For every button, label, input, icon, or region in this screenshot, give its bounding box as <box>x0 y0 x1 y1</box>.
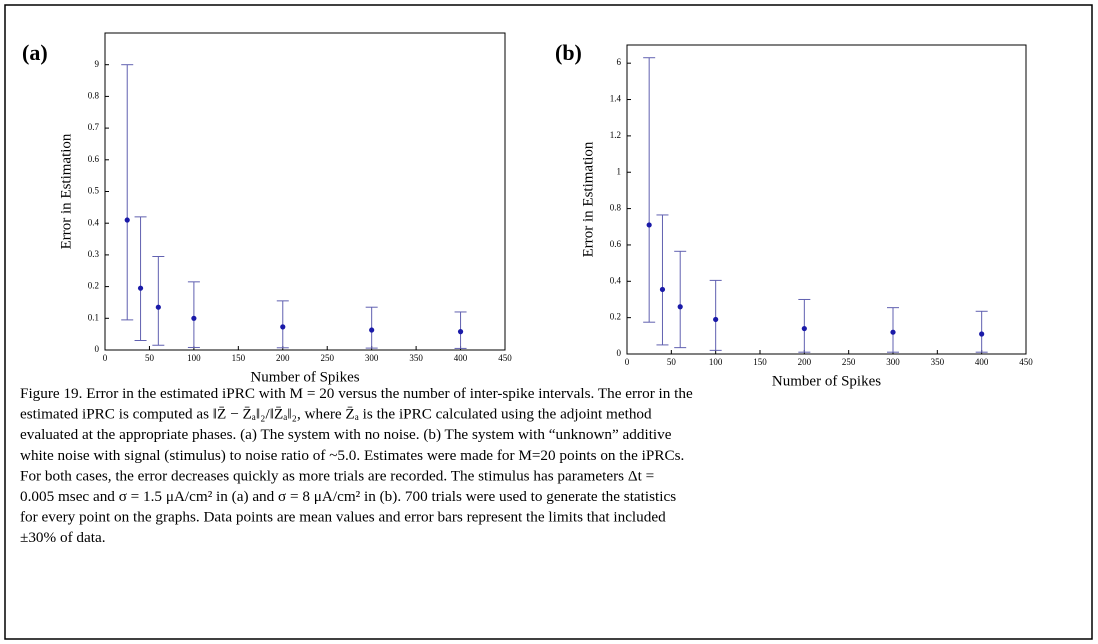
y-tick-label: 0 <box>617 348 622 358</box>
x-tick-label: 50 <box>667 357 677 367</box>
x-tick-label: 400 <box>975 357 989 367</box>
caption-line: evaluated at the appropriate phases. (a)… <box>20 426 672 443</box>
x-tick-label: 200 <box>276 353 290 363</box>
x-tick-label: 300 <box>886 357 900 367</box>
figure-border <box>4 4 1093 640</box>
y-tick-label: 0.7 <box>88 122 100 132</box>
plot-frame <box>626 44 1027 355</box>
x-tick-label: 350 <box>931 357 945 367</box>
y-tick-label: 0.6 <box>88 154 100 164</box>
x-tick-label: 0 <box>625 357 630 367</box>
y-tick-label: 0.8 <box>610 203 622 213</box>
data-point <box>979 331 985 337</box>
y-tick-label: 0.5 <box>88 186 100 196</box>
y-tick-label: 0 <box>95 344 100 354</box>
data-point <box>713 316 719 323</box>
x-tick-label: 400 <box>454 353 468 363</box>
data-point <box>890 329 896 335</box>
y-tick-label: 6 <box>617 57 622 67</box>
y-tick-label: 0.2 <box>88 281 99 291</box>
y-tick-label: 0.8 <box>88 90 100 100</box>
panel-label: (a) <box>22 40 48 65</box>
data-point <box>659 286 666 293</box>
data-point <box>677 304 683 310</box>
x-tick-label: 250 <box>842 357 856 367</box>
x-tick-label: 200 <box>798 357 812 367</box>
x-tick-label: 100 <box>709 357 723 367</box>
y-tick-label: 0.6 <box>610 239 622 249</box>
y-tick-label: 1.2 <box>610 130 621 140</box>
data-point <box>801 325 807 332</box>
x-tick-label: 350 <box>409 353 423 363</box>
caption-line: Figure 19. Error in the estimated iPRC w… <box>20 385 693 402</box>
data-point <box>457 329 464 335</box>
caption-line: for every point on the graphs. Data poin… <box>20 509 666 526</box>
y-tick-label: 0.4 <box>88 217 100 227</box>
x-axis-label: Number of Spikes <box>250 369 359 385</box>
y-tick-label: 0.2 <box>610 312 621 322</box>
x-tick-label: 250 <box>320 353 334 363</box>
x-tick-label: 450 <box>1019 357 1033 367</box>
x-tick-label: 300 <box>365 353 379 363</box>
x-tick-label: 50 <box>145 353 155 363</box>
data-point <box>646 222 652 228</box>
y-tick-label: 1 <box>617 166 622 176</box>
y-axis-label: Error in Estimation <box>58 133 74 249</box>
data-point <box>155 304 161 310</box>
x-tick-label: 150 <box>753 357 767 367</box>
x-tick-label: 450 <box>498 353 512 363</box>
caption-line: 0.005 msec and σ = 1.5 μA/cm² in (a) and… <box>20 488 676 505</box>
y-tick-label: 9 <box>95 59 100 69</box>
caption-line: ±30% of data. <box>20 529 106 546</box>
caption-line: estimated iPRC is computed as ‖Z̄ − Z̄ₐ‖… <box>20 406 652 423</box>
x-tick-label: 0 <box>103 353 108 363</box>
y-tick-label: 0.1 <box>88 312 99 322</box>
x-tick-label: 150 <box>232 353 246 363</box>
caption-line: For both cases, the error decreases quic… <box>20 467 654 484</box>
data-point <box>369 327 375 333</box>
y-axis-label: Error in Estimation <box>580 141 596 257</box>
y-tick-label: 0.3 <box>88 249 100 259</box>
data-point <box>137 285 144 291</box>
x-axis-label: Number of Spikes <box>772 373 881 389</box>
data-point <box>191 315 197 321</box>
y-tick-label: 0.4 <box>610 275 622 285</box>
data-point <box>124 217 130 223</box>
panel-label: (b) <box>555 40 582 65</box>
data-point <box>280 324 286 330</box>
x-tick-label: 100 <box>187 353 201 363</box>
caption-line: white noise with signal (stimulus) to no… <box>20 447 684 464</box>
y-tick-label: 1.4 <box>610 94 622 104</box>
